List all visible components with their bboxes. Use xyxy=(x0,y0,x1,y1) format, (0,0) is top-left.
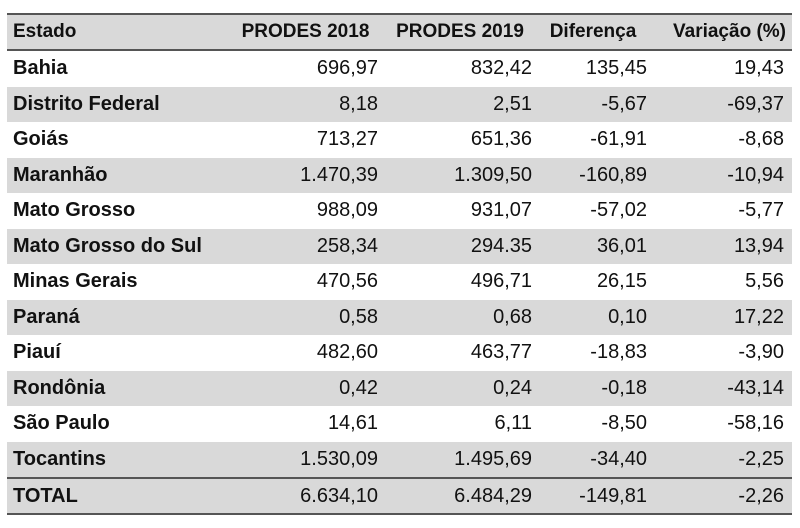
cell-estado: São Paulo xyxy=(13,412,110,435)
cell-prodes-2019: 0,68 xyxy=(493,305,532,328)
cell-variacao: 17,22 xyxy=(733,305,784,328)
cell-estado: Minas Gerais xyxy=(13,270,138,293)
cell-diferenca: -18,83 xyxy=(590,341,647,364)
table-row: Paraná 0,58 0,68 0,10 17,22 xyxy=(7,299,792,335)
cell-prodes-2019: 2,51 xyxy=(493,92,532,115)
cell-diferenca: -8,50 xyxy=(601,412,647,435)
cell-diferenca: -34,40 xyxy=(590,447,647,470)
header-prodes-2018: PRODES 2018 xyxy=(241,21,370,42)
cell-prodes-2018: 470,56 xyxy=(316,270,378,293)
cell-prodes-2018: 1.530,09 xyxy=(300,447,378,470)
deforestation-table: Estado PRODES 2018 PRODES 2019 Diferença… xyxy=(7,13,792,515)
cell-diferenca: 26,15 xyxy=(596,270,647,293)
cell-diferenca: 135,45 xyxy=(585,57,647,80)
cell-diferenca: -5,67 xyxy=(601,92,647,115)
cell-estado: Bahia xyxy=(13,57,68,80)
cell-variacao: 13,94 xyxy=(733,234,784,257)
cell-variacao: -3,90 xyxy=(738,341,784,364)
cell-prodes-2018: 713,27 xyxy=(316,128,378,151)
cell-prodes-2019: 832,42 xyxy=(470,57,532,80)
cell-variacao: -43,14 xyxy=(727,376,784,399)
header-diferenca: Diferença xyxy=(549,21,637,42)
cell-prodes-2019: 6,11 xyxy=(494,412,532,435)
cell-variacao: 5,56 xyxy=(745,270,784,293)
cell-prodes-2019: 0,24 xyxy=(493,376,532,399)
cell-prodes-2018: 0,58 xyxy=(339,305,378,328)
table-row: Goiás 713,27 651,36 -61,91 -8,68 xyxy=(7,122,792,158)
table-row: Tocantins 1.530,09 1.495,69 -34,40 -2,25 xyxy=(7,441,792,477)
cell-estado: Distrito Federal xyxy=(13,92,160,115)
cell-variacao: -10,94 xyxy=(727,163,784,186)
cell-prodes-2018: 482,60 xyxy=(316,341,378,364)
cell-variacao: -5,77 xyxy=(738,199,784,222)
table-row: Minas Gerais 470,56 496,71 26,15 5,56 xyxy=(7,264,792,300)
cell-variacao: -69,37 xyxy=(727,92,784,115)
cell-variacao: -2,25 xyxy=(738,447,784,470)
cell-prodes-2019: 294.35 xyxy=(470,234,532,257)
cell-prodes-2019: 463,77 xyxy=(470,341,532,364)
cell-estado: Mato Grosso xyxy=(13,199,136,222)
cell-variacao: -58,16 xyxy=(727,412,784,435)
total-label: TOTAL xyxy=(13,484,78,507)
cell-prodes-2019: 496,71 xyxy=(470,270,532,293)
table-row: Piauí 482,60 463,77 -18,83 -3,90 xyxy=(7,335,792,371)
cell-prodes-2018: 0,42 xyxy=(339,376,378,399)
table-header-row: Estado PRODES 2018 PRODES 2019 Diferença… xyxy=(7,15,792,51)
cell-prodes-2019: 1.309,50 xyxy=(454,163,532,186)
cell-prodes-2018: 258,34 xyxy=(316,234,378,257)
cell-variacao: -8,68 xyxy=(738,128,784,151)
cell-diferenca: -57,02 xyxy=(590,199,647,222)
cell-estado: Rondônia xyxy=(13,376,106,399)
total-variacao: -2,26 xyxy=(738,484,784,507)
table-row: Bahia 696,97 832,42 135,45 19,43 xyxy=(7,51,792,87)
cell-prodes-2018: 1.470,39 xyxy=(300,163,378,186)
table-row: Mato Grosso do Sul 258,34 294.35 36,01 1… xyxy=(7,228,792,264)
table-row: Maranhão 1.470,39 1.309,50 -160,89 -10,9… xyxy=(7,157,792,193)
table-row: Distrito Federal 8,18 2,51 -5,67 -69,37 xyxy=(7,86,792,122)
cell-estado: Tocantins xyxy=(13,447,106,470)
cell-prodes-2018: 988,09 xyxy=(316,199,378,222)
table-row: São Paulo 14,61 6,11 -8,50 -58,16 xyxy=(7,406,792,442)
cell-diferenca: 0,10 xyxy=(608,305,647,328)
cell-prodes-2019: 651,36 xyxy=(470,128,532,151)
header-estado: Estado xyxy=(13,21,77,42)
cell-prodes-2019: 931,07 xyxy=(470,199,532,222)
cell-diferenca: -61,91 xyxy=(590,128,647,151)
table-row: Mato Grosso 988,09 931,07 -57,02 -5,77 xyxy=(7,193,792,229)
table-total-row: TOTAL 6.634,10 6.484,29 -149,81 -2,26 xyxy=(7,477,792,513)
cell-variacao: 19,43 xyxy=(733,57,784,80)
cell-diferenca: -160,89 xyxy=(579,163,647,186)
cell-estado: Goiás xyxy=(13,128,69,151)
cell-diferenca: 36,01 xyxy=(596,234,647,257)
cell-prodes-2018: 14,61 xyxy=(327,412,378,435)
table-row: Rondônia 0,42 0,24 -0,18 -43,14 xyxy=(7,370,792,406)
cell-prodes-2018: 8,18 xyxy=(339,92,378,115)
header-variacao: Variação (%) xyxy=(673,21,786,42)
header-prodes-2019: PRODES 2019 xyxy=(396,21,524,42)
cell-estado: Mato Grosso do Sul xyxy=(13,234,202,257)
cell-estado: Piauí xyxy=(13,341,61,364)
cell-estado: Maranhão xyxy=(13,163,108,186)
cell-estado: Paraná xyxy=(13,305,80,328)
total-prodes-2018: 6.634,10 xyxy=(300,484,378,507)
cell-prodes-2019: 1.495,69 xyxy=(454,447,532,470)
cell-prodes-2018: 696,97 xyxy=(316,57,378,80)
total-diferenca: -149,81 xyxy=(579,484,647,507)
cell-diferenca: -0,18 xyxy=(601,376,647,399)
total-prodes-2019: 6.484,29 xyxy=(454,484,532,507)
